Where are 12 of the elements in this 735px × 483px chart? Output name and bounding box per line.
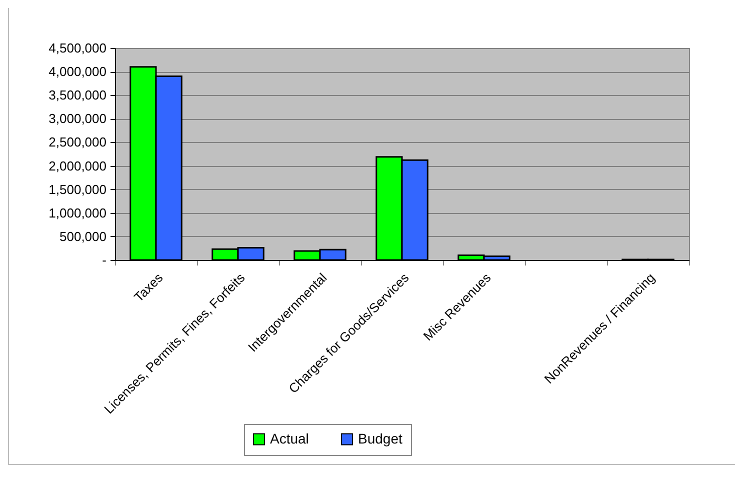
y-tick-label: 4,500,000 [48,40,106,56]
y-tick-label: 3,000,000 [48,111,106,126]
y-tick-label: 3,500,000 [48,88,106,103]
y-tick-label: 2,500,000 [48,134,106,150]
y-tick-label: 2,000,000 [48,158,106,174]
y-tick-label: 500,000 [60,228,106,244]
y-tick-label: 1,000,000 [48,205,106,220]
legend-label: Actual [270,430,309,446]
y-tick-label: - [102,252,106,268]
y-tick-label: 4,000,000 [48,64,106,80]
y-tick-label: 1,500,000 [48,182,106,197]
legend-label: Budget [358,430,402,446]
